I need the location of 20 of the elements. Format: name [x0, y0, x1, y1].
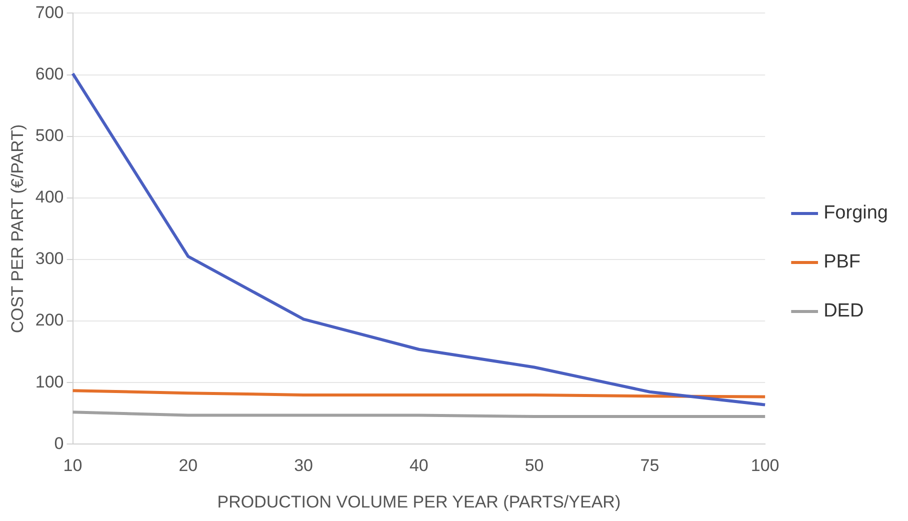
y-tick-label: 400	[35, 188, 64, 207]
x-axis-title: PRODUCTION VOLUME PER YEAR (PARTS/YEAR)	[217, 492, 621, 512]
y-axis-title: COST PER PART (€/PART)	[8, 124, 27, 334]
legend-label: Forging	[824, 202, 888, 224]
x-tick-label: 100	[750, 456, 780, 476]
legend-label: PBF	[824, 252, 861, 273]
x-tick-label: 30	[294, 456, 313, 476]
x-tick-label: 40	[409, 456, 428, 476]
x-tick-label: 20	[178, 456, 198, 476]
y-tick-label: 700	[35, 2, 64, 22]
y-tick-label: 300	[35, 249, 64, 268]
y-tick-label: 0	[54, 434, 64, 453]
y-tick-label: 600	[35, 64, 64, 84]
y-tick-label: 500	[35, 126, 64, 146]
legend-label: DED	[824, 300, 864, 322]
y-tick-label: 100	[35, 372, 64, 392]
x-tick-label: 50	[524, 456, 544, 476]
x-tick-label: 75	[640, 456, 660, 476]
x-tick-label: 10	[63, 456, 82, 476]
y-tick-label: 200	[35, 310, 64, 330]
